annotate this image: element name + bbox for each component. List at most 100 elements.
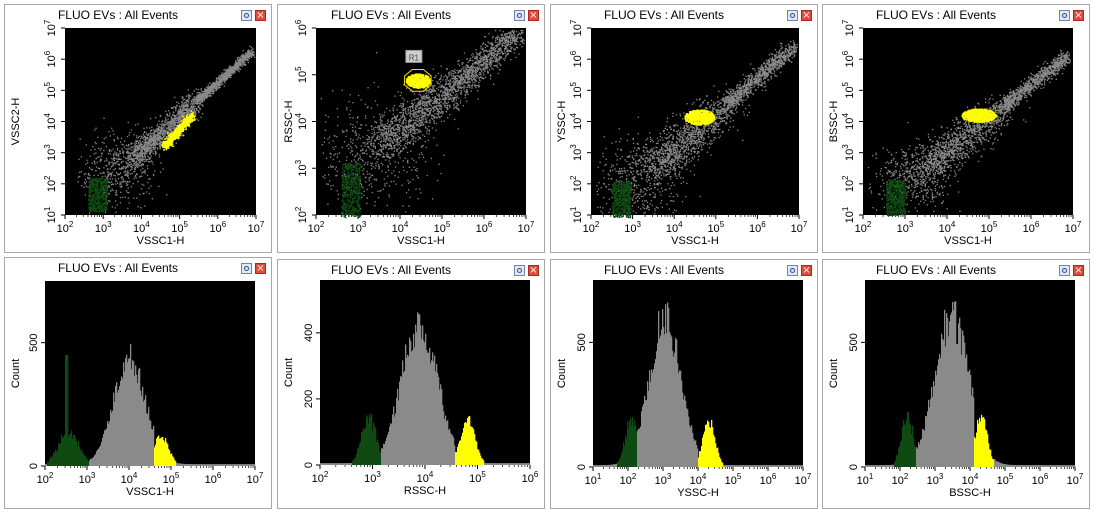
dotplot-panel-vssc2-vs-vssc1[interactable]: FLUO EVs : All Events × 102 103 104 105 106 1… xyxy=(4,4,272,253)
histogram-bar xyxy=(233,464,235,466)
histogram-bar xyxy=(112,410,114,466)
dotplot-panel-bssc-vs-vssc1[interactable]: FLUO EVs : All Events × 102 103 104 105 106 1… xyxy=(822,4,1090,253)
x-tick-label: 105 xyxy=(707,220,724,235)
histogram-bar xyxy=(461,436,463,465)
histogram-bar xyxy=(789,465,791,467)
y-tick-label-group: 102 xyxy=(569,175,584,192)
close-icon[interactable]: × xyxy=(528,265,539,276)
histogram-bar xyxy=(696,445,698,467)
histogram-bar xyxy=(659,338,661,467)
histogram-bar xyxy=(383,443,385,465)
histogram-bar xyxy=(151,428,153,466)
options-icon[interactable] xyxy=(241,263,252,274)
y-axis-label: YSSC-H xyxy=(556,101,568,143)
histogram-bar xyxy=(246,464,248,466)
histogram-bar xyxy=(401,377,403,465)
close-icon[interactable]: × xyxy=(255,10,266,21)
close-icon[interactable]: × xyxy=(1073,265,1084,276)
histogram-bar xyxy=(623,442,625,467)
histogram-bar xyxy=(948,336,950,467)
histogram-bar xyxy=(152,429,154,466)
histogram-bar xyxy=(156,438,158,466)
histogram-bar xyxy=(996,461,998,467)
options-icon[interactable] xyxy=(787,10,798,21)
histogram-chart: 102 103 104 105 106 RSSC-H Count 0 200 400 xyxy=(283,280,539,497)
panel-title: FLUO EVs : All Events xyxy=(330,263,452,277)
histogram-bar xyxy=(476,441,478,465)
histogram-bar xyxy=(327,463,329,465)
histogram-bar xyxy=(735,465,737,467)
histogram-bar xyxy=(673,356,675,467)
histogram-bar xyxy=(220,464,222,466)
histogram-panel-bssc[interactable]: FLUO EVs : All Events × 101 102 103 104 105 1… xyxy=(822,259,1090,509)
histogram-bar xyxy=(138,369,140,466)
histogram-bar xyxy=(254,464,256,466)
histogram-bar xyxy=(367,417,369,465)
histogram-bar xyxy=(871,465,873,467)
histogram-bar xyxy=(128,358,130,466)
histogram-bar xyxy=(226,464,228,466)
options-icon[interactable] xyxy=(514,265,525,276)
histogram-bar xyxy=(974,437,976,467)
histogram-bar xyxy=(644,395,646,467)
histogram-bar xyxy=(695,440,697,467)
x-tick-label: 107 xyxy=(247,471,264,486)
close-icon[interactable]: × xyxy=(801,10,812,21)
histogram-bar xyxy=(652,372,654,467)
histogram-bar xyxy=(1015,465,1017,467)
histogram-bar xyxy=(731,465,733,467)
histogram-bar xyxy=(686,408,688,467)
y-tick-label: 104 xyxy=(294,113,309,130)
histogram-panel-vssc1[interactable]: FLUO EVs : All Events × 102 103 104 105 106 1… xyxy=(4,257,272,509)
histogram-bar xyxy=(344,463,346,465)
x-tick-label: 102 xyxy=(620,472,637,487)
histogram-bar xyxy=(474,434,476,465)
histogram-bar xyxy=(736,465,738,467)
histogram-bar xyxy=(966,354,968,467)
histogram-bar xyxy=(694,440,696,467)
options-icon[interactable] xyxy=(787,265,798,276)
close-icon[interactable]: × xyxy=(1073,10,1084,21)
histogram-bar xyxy=(740,465,742,467)
histogram-bar xyxy=(110,409,112,466)
histogram-bar xyxy=(721,461,723,467)
close-icon[interactable]: × xyxy=(801,265,812,276)
histogram-bar xyxy=(894,462,896,467)
histogram-bar xyxy=(131,369,133,466)
histogram-bar xyxy=(129,358,131,466)
histogram-bar xyxy=(326,463,328,465)
histogram-bar xyxy=(482,458,484,465)
options-icon[interactable] xyxy=(241,10,252,21)
histogram-bar xyxy=(203,464,205,466)
histogram-panel-rssc[interactable]: FLUO EVs : All Events × 102 103 104 105 106 R… xyxy=(277,259,545,509)
histogram-bar xyxy=(798,465,800,467)
options-icon[interactable] xyxy=(1059,265,1070,276)
x-tick-label: 107 xyxy=(1065,220,1082,235)
x-tick-label: 101 xyxy=(857,472,874,487)
x-tick-label: 107 xyxy=(1067,472,1084,487)
histogram-bar xyxy=(422,325,424,465)
options-icon[interactable] xyxy=(1059,10,1070,21)
histogram-bar xyxy=(489,463,491,465)
histogram-bar xyxy=(450,432,452,465)
close-icon[interactable]: × xyxy=(255,263,266,274)
histogram-bar xyxy=(616,463,618,467)
histogram-bar xyxy=(141,395,143,466)
dotplot-panel-yssc-vs-vssc1[interactable]: FLUO EVs : All Events × 102 103 104 105 106 1… xyxy=(550,4,818,253)
dotplot-panel-rssc-vs-vssc1[interactable]: FLUO EVs : All Events × 102 103 104 105 106 1… xyxy=(277,4,545,253)
histogram-bar xyxy=(771,465,773,467)
histogram-bar xyxy=(874,465,876,467)
histogram-bar xyxy=(737,465,739,467)
close-icon[interactable]: × xyxy=(528,10,539,21)
histogram-bar xyxy=(111,412,113,466)
histogram-bar xyxy=(244,464,246,466)
histogram-panel-yssc[interactable]: FLUO EVs : All Events × 101 102 103 104 105 1… xyxy=(550,259,818,509)
histogram-bar xyxy=(708,421,710,467)
histogram-bar xyxy=(617,462,619,467)
histogram-bar xyxy=(459,440,461,465)
histogram-bar xyxy=(601,465,603,467)
histogram-bar xyxy=(653,368,655,467)
histogram-bar xyxy=(710,427,712,467)
x-axis-label: RSSC-H xyxy=(404,485,446,497)
options-icon[interactable] xyxy=(514,10,525,21)
